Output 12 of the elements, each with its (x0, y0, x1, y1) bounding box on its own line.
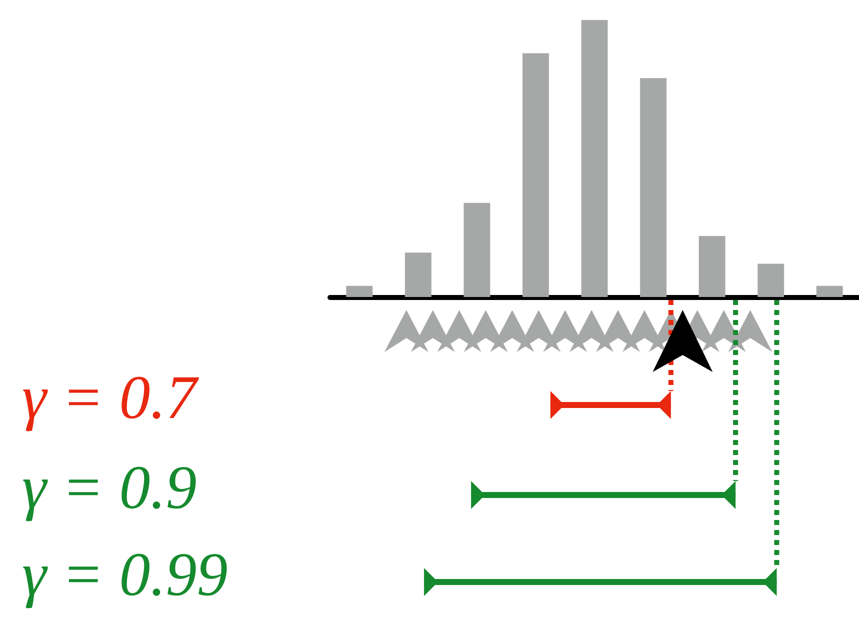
text: γ = 0.9 (22, 454, 197, 522)
text: γ = 0.7 (22, 364, 200, 432)
bar (640, 78, 667, 297)
bar (581, 20, 608, 297)
bar (464, 202, 490, 297)
bar (698, 236, 726, 297)
bar (522, 53, 549, 297)
bar (816, 286, 843, 297)
bar (404, 252, 432, 297)
text: γ = 0.99 (22, 541, 228, 609)
bar (758, 264, 784, 297)
bar (346, 286, 373, 297)
